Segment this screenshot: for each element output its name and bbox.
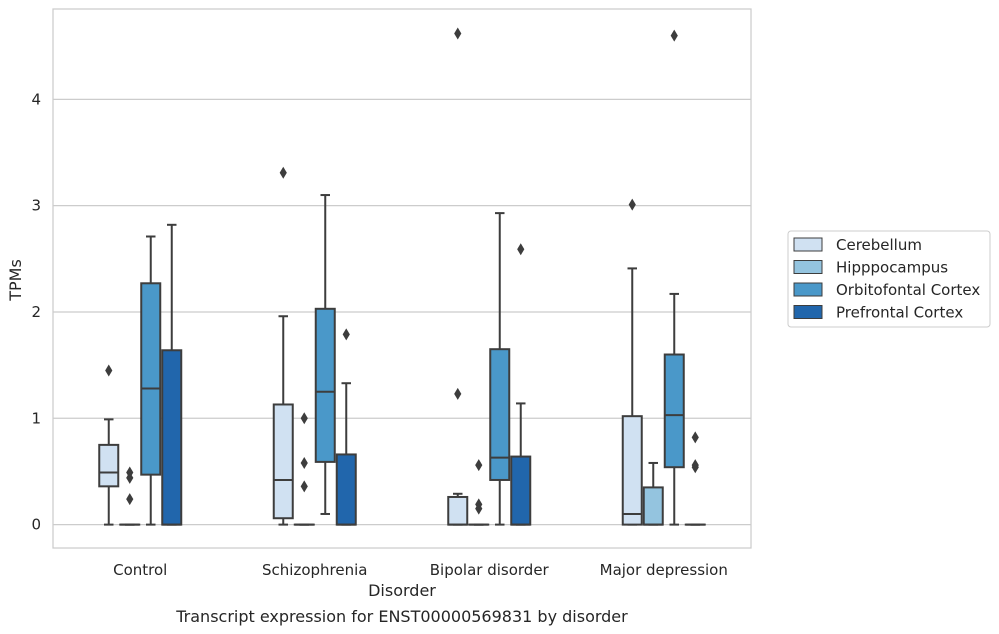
y-tick-label: 1: [31, 409, 41, 427]
legend-label: Prefrontal Cortex: [836, 304, 963, 322]
box-iqr: [272, 403, 294, 520]
outlier-marker: [454, 387, 462, 400]
box-layer: [98, 27, 706, 526]
box-iqr: [447, 495, 469, 526]
x-tick-label: Schizophrenia: [262, 561, 367, 579]
legend-label: Cerebellum: [836, 236, 922, 254]
box-plot: [663, 29, 685, 526]
box-iqr: [161, 349, 183, 526]
box-plot: [335, 328, 357, 526]
y-tick-label: 2: [31, 303, 41, 321]
chart-caption: Transcript expression for ENST0000056983…: [175, 607, 628, 626]
box-plot: [642, 461, 664, 526]
outlier-marker: [475, 459, 483, 472]
box-plot: [161, 223, 183, 526]
outlier-marker: [475, 498, 483, 511]
outlier-marker: [342, 328, 350, 341]
box-plot: [684, 431, 706, 526]
x-tick-label: Control: [113, 561, 167, 579]
box-iqr: [663, 353, 685, 469]
outlier-marker: [691, 431, 699, 444]
outlier-marker: [691, 459, 699, 472]
box-plot: [119, 466, 141, 526]
box-iqr: [140, 282, 162, 476]
legend: Cerebellum Hipppocampus Orbitofontal Corte…: [787, 230, 991, 328]
box-iqr: [98, 443, 120, 488]
legend-swatch: [793, 282, 823, 297]
y-tick-labels: 0 1 2 3 4: [31, 90, 41, 533]
outlier-marker: [454, 27, 462, 40]
box-iqr: [335, 453, 357, 526]
outlier-marker: [300, 456, 308, 469]
x-axis-label: Disorder: [368, 581, 436, 600]
box-iqr: [621, 415, 643, 526]
box-plot: [468, 459, 490, 526]
outlier-marker: [105, 364, 113, 377]
legend-frame: [787, 230, 991, 328]
outlier-marker: [300, 480, 308, 493]
box-plot: [510, 243, 532, 526]
outlier-marker: [126, 493, 134, 506]
box-iqr: [489, 348, 511, 481]
box-plot: [314, 194, 336, 515]
x-tick-labels: Control Schizophrenia Bipolar disorder Majo…: [113, 561, 728, 579]
box-plot: [98, 364, 120, 526]
legend-swatch: [793, 305, 823, 319]
box-plot: [293, 412, 315, 526]
x-tick-label: Major depression: [600, 561, 728, 579]
outlier-marker: [517, 243, 525, 256]
y-tick-label: 3: [31, 197, 41, 215]
box-iqr: [314, 307, 336, 463]
box-plot: [489, 212, 511, 526]
legend-swatch: [793, 260, 823, 274]
outlier-marker: [628, 198, 636, 211]
y-tick-label: 0: [31, 516, 41, 534]
box-plot: [140, 235, 162, 526]
legend-label: Hipppocampus: [836, 259, 948, 277]
y-tick-label: 4: [31, 90, 41, 108]
outlier-marker: [126, 466, 134, 479]
box-plot: [621, 198, 643, 526]
outlier-marker: [279, 166, 287, 179]
outlier-marker: [670, 29, 678, 42]
box-iqr: [642, 486, 664, 526]
box-iqr: [510, 455, 532, 526]
legend-label: Orbitofontal Cortex: [836, 281, 980, 299]
legend-swatch: [793, 237, 823, 252]
y-axis-label: TPMs: [6, 259, 25, 302]
x-tick-label: Bipolar disorder: [430, 561, 550, 579]
outlier-marker: [300, 412, 308, 425]
box-plot: [272, 166, 294, 526]
box-plot: [447, 27, 469, 526]
plot-frame: [52, 8, 752, 549]
